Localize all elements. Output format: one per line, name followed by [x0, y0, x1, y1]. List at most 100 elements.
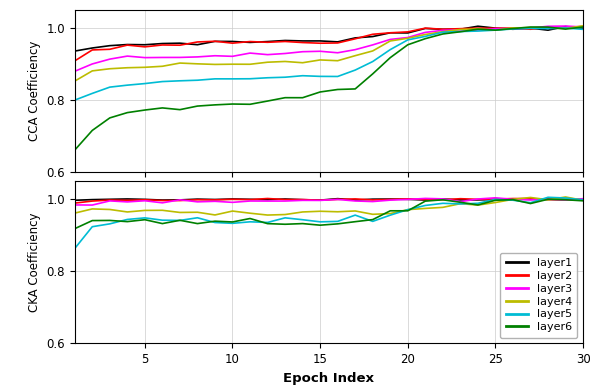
layer6	[422, 199, 429, 203]
layer6	[124, 219, 131, 224]
layer6	[176, 218, 184, 223]
layer4	[176, 210, 184, 215]
layer2	[352, 197, 359, 201]
layer1	[282, 197, 289, 201]
layer5	[457, 202, 464, 206]
layer1	[176, 197, 184, 202]
layer1	[334, 196, 341, 201]
layer6	[316, 223, 324, 227]
layer4	[159, 208, 166, 213]
layer5	[264, 220, 271, 225]
layer5	[159, 218, 166, 222]
layer2	[71, 201, 78, 205]
layer6	[457, 200, 464, 204]
layer3	[106, 199, 114, 203]
layer3	[509, 197, 517, 202]
layer4	[457, 201, 464, 206]
layer5	[246, 220, 254, 224]
Y-axis label: CCA Coefficiency: CCA Coefficiency	[28, 40, 41, 141]
layer6	[246, 216, 254, 221]
layer4	[71, 211, 78, 215]
Line: layer3: layer3	[75, 198, 583, 205]
layer3	[352, 199, 359, 203]
layer1	[229, 197, 236, 201]
layer4	[316, 209, 324, 213]
layer5	[369, 219, 376, 224]
layer4	[246, 211, 254, 215]
Line: layer4: layer4	[75, 197, 583, 215]
layer4	[509, 197, 517, 202]
layer2	[334, 197, 341, 202]
layer1	[492, 197, 499, 202]
layer3	[334, 197, 341, 202]
layer5	[440, 201, 447, 206]
layer5	[544, 195, 551, 199]
layer2	[159, 198, 166, 203]
layer1	[141, 197, 148, 202]
layer1	[194, 197, 201, 201]
layer3	[562, 197, 569, 202]
layer1	[544, 197, 551, 201]
layer5	[89, 224, 96, 229]
layer2	[387, 197, 394, 202]
layer4	[404, 207, 411, 212]
layer5	[124, 217, 131, 222]
layer6	[527, 201, 534, 206]
layer2	[299, 197, 306, 202]
Y-axis label: CKA Coefficiency: CKA Coefficiency	[28, 213, 41, 312]
layer6	[159, 221, 166, 226]
layer3	[316, 198, 324, 203]
layer1	[474, 197, 481, 202]
Line: layer1: layer1	[75, 199, 583, 200]
layer4	[282, 212, 289, 217]
layer2	[141, 197, 148, 202]
layer3	[71, 203, 78, 207]
layer5	[316, 220, 324, 224]
layer5	[282, 215, 289, 220]
layer1	[527, 197, 534, 202]
layer4	[544, 197, 551, 202]
layer4	[264, 213, 271, 217]
layer1	[422, 197, 429, 202]
layer6	[492, 198, 499, 203]
layer4	[562, 195, 569, 199]
layer2	[124, 198, 131, 203]
layer2	[562, 197, 569, 202]
layer5	[211, 220, 218, 225]
layer5	[387, 213, 394, 218]
layer1	[89, 197, 96, 202]
layer3	[474, 197, 481, 201]
layer5	[176, 218, 184, 223]
layer2	[106, 198, 114, 203]
layer3	[229, 200, 236, 205]
layer6	[106, 218, 114, 223]
layer6	[387, 208, 394, 213]
layer5	[509, 198, 517, 203]
layer1	[264, 197, 271, 202]
layer4	[334, 210, 341, 214]
layer5	[106, 222, 114, 226]
layer3	[89, 203, 96, 207]
layer6	[544, 197, 551, 202]
layer1	[299, 197, 306, 202]
layer4	[124, 210, 131, 214]
layer3	[544, 197, 551, 201]
layer3	[264, 199, 271, 203]
layer1	[106, 197, 114, 202]
layer6	[334, 222, 341, 226]
layer6	[264, 221, 271, 226]
layer4	[579, 198, 587, 203]
layer4	[474, 203, 481, 208]
layer3	[404, 197, 411, 202]
layer5	[71, 246, 78, 251]
layer1	[579, 197, 587, 202]
layer3	[369, 199, 376, 204]
layer1	[352, 198, 359, 203]
layer2	[457, 196, 464, 201]
layer5	[422, 203, 429, 208]
layer2	[579, 197, 587, 201]
layer2	[527, 196, 534, 201]
layer6	[194, 221, 201, 226]
layer6	[579, 199, 587, 203]
layer3	[159, 201, 166, 205]
